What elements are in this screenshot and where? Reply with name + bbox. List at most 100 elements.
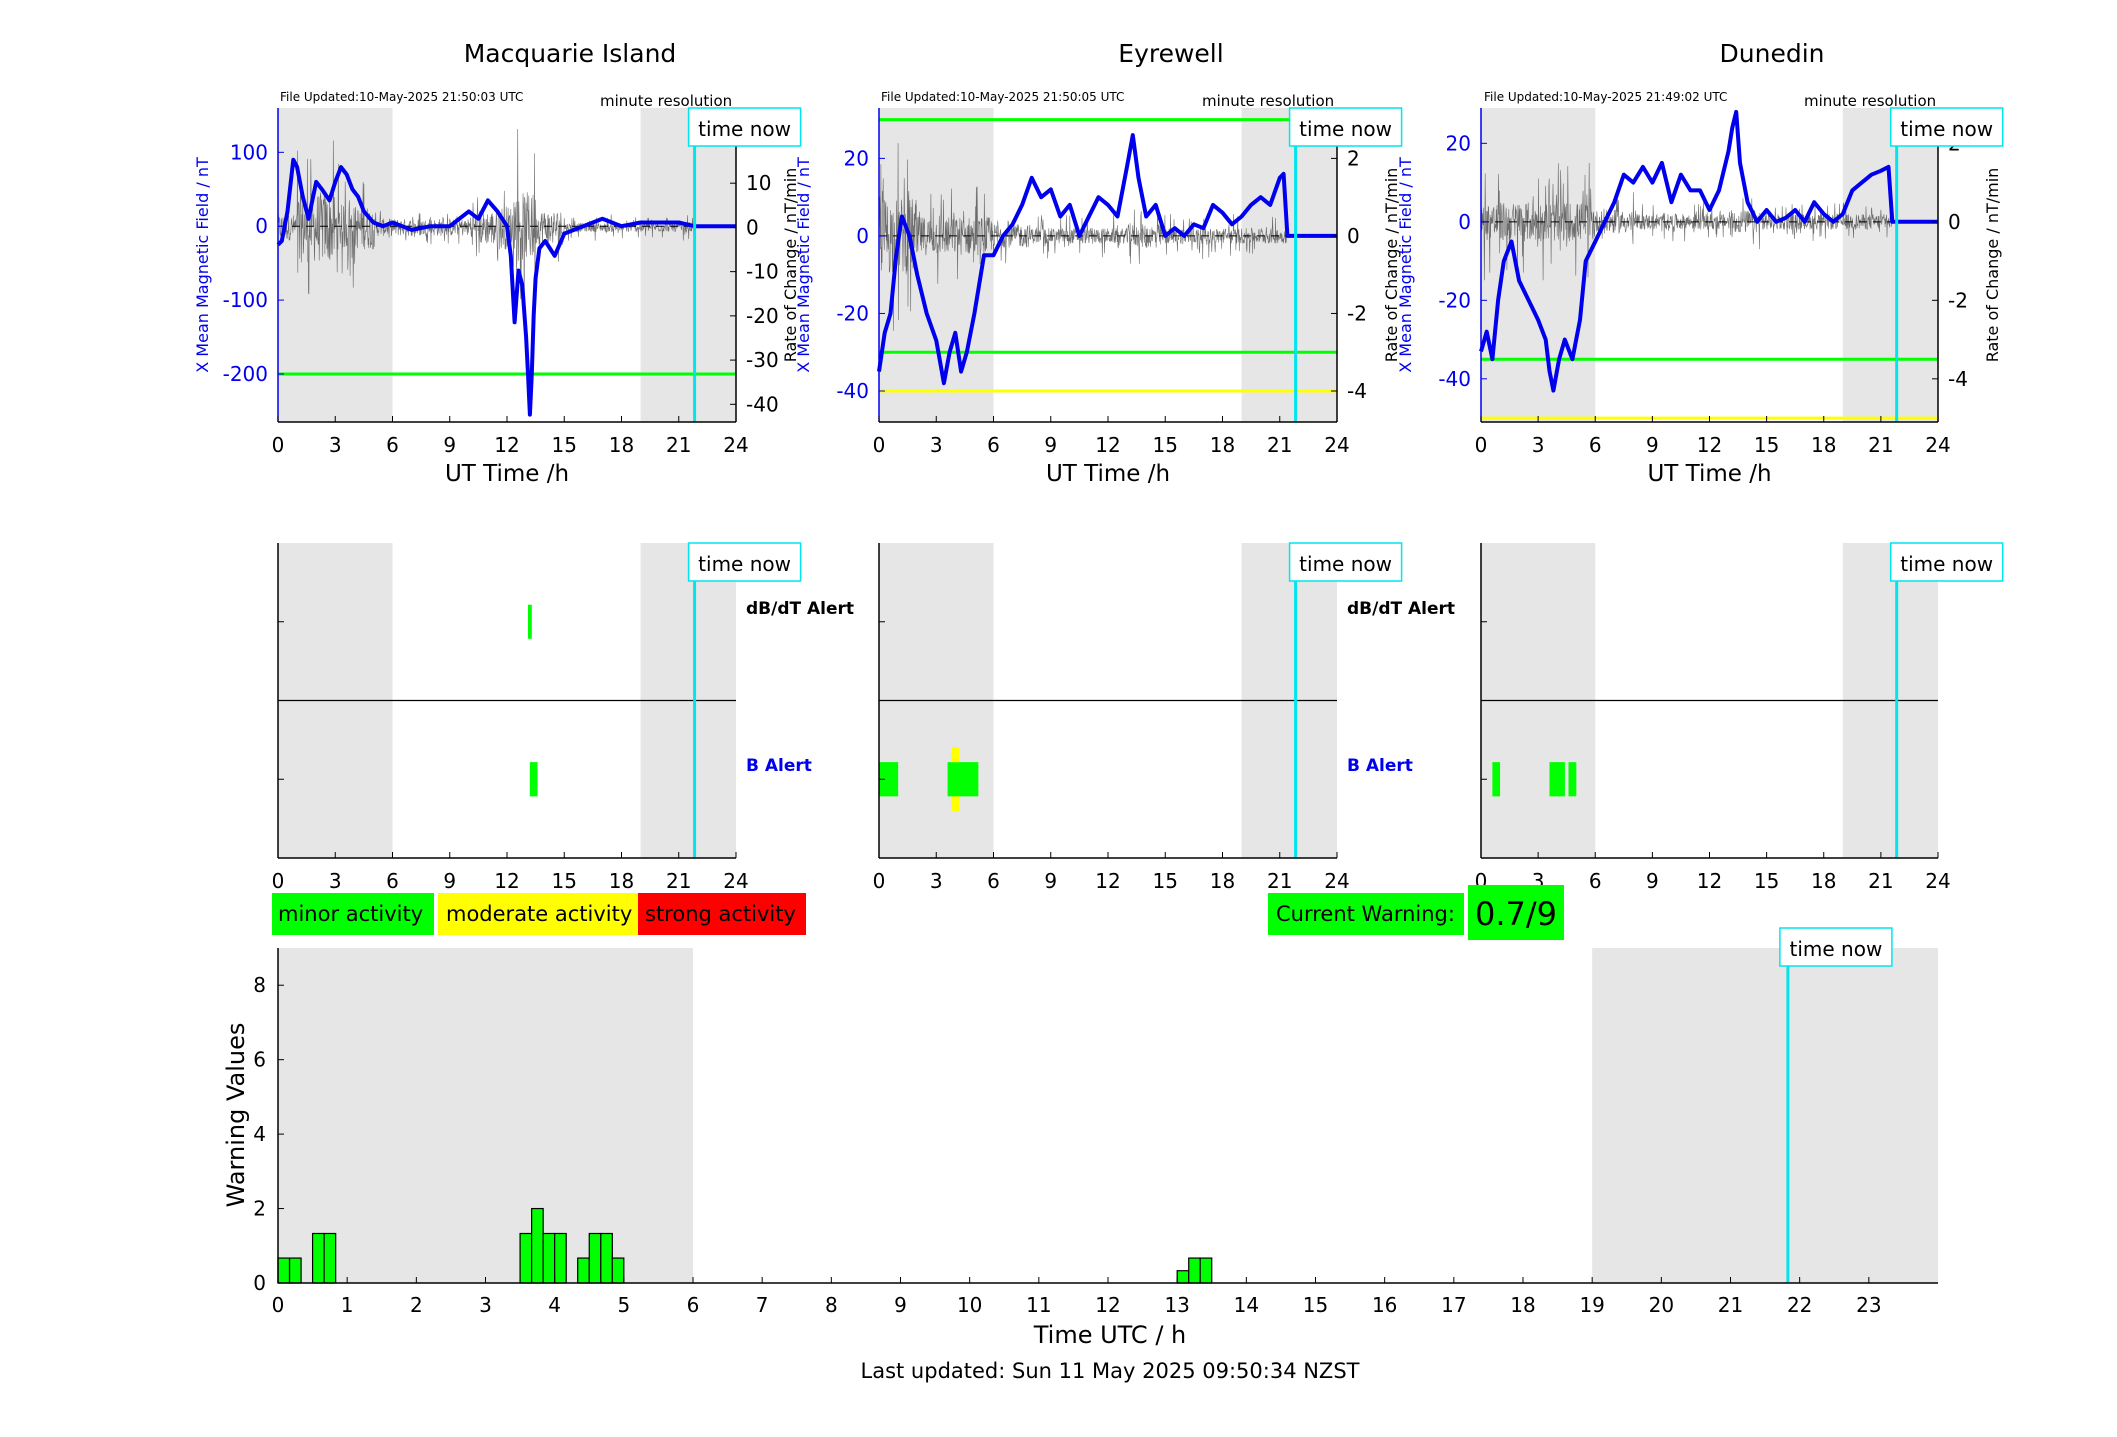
resolution-macquarie: minute resolution <box>600 92 732 110</box>
warning-bar <box>311 1232 325 1284</box>
station0-xtick-label: 12 <box>494 433 519 457</box>
alert-plot-eyrewell: 0 3 6 9 12 15 18 21 24 time now <box>873 542 1403 893</box>
station2-xtick-label: 9 <box>1646 433 1659 457</box>
alert1-xtick-label: 3 <box>930 869 943 893</box>
station1-xtick-label: 21 <box>1267 433 1292 457</box>
alert0-xtick-label: 6 <box>386 869 399 893</box>
legend-strong-swatch <box>638 893 806 935</box>
station0-xtick-label: 21 <box>666 433 691 457</box>
warning-bar <box>554 1232 567 1284</box>
station0-xtick-label: 24 <box>723 433 748 457</box>
alert1-b-alert-bar-top <box>879 762 899 797</box>
station1-xtick-label: 6 <box>987 433 1000 457</box>
station0-time-now-label: time now <box>698 117 791 141</box>
b-alert-label-macquarie: B Alert <box>746 756 812 776</box>
alert2-xtick-label: 24 <box>1925 869 1950 893</box>
alert1-xtick-label: 18 <box>1210 869 1235 893</box>
warning-ytick-label: 8 <box>253 973 266 997</box>
warning-bar <box>542 1232 556 1284</box>
station0-night-shade-1 <box>640 108 736 422</box>
station0-xtick-label: 18 <box>609 433 634 457</box>
station2-night-shade-1 <box>1842 108 1938 422</box>
station1-xtick-label: 15 <box>1153 433 1178 457</box>
dbdt-alert-label-eyrewell: dB/dT Alert <box>1347 599 1455 619</box>
alert2-time-now-box <box>1889 542 2004 582</box>
current-warning-label: Current Warning: <box>1276 902 1455 926</box>
alert0-xtick-label: 9 <box>443 869 456 893</box>
legend-strong-label: strong activity <box>645 902 796 926</box>
station0-ylabel: X Mean Magnetic Field / nT <box>193 157 212 373</box>
station2-ytick-label: -20 <box>1438 288 1471 312</box>
alert0-xtick-label: 0 <box>272 869 285 893</box>
station2-xlabel: UT Time /h <box>1647 461 1771 487</box>
warning-time-now-label: time now <box>1790 937 1883 961</box>
station0-y2tick-label: -20 <box>746 304 779 328</box>
warning-bar <box>1188 1257 1201 1284</box>
station1-y2tick-label: -2 <box>1347 301 1367 325</box>
alert1-xtick-label: 6 <box>987 869 1000 893</box>
current-warning-value: 0.7/9 <box>1475 895 1557 933</box>
station2-y2tick-label: -4 <box>1948 367 1968 391</box>
warning-night-shade-1 <box>1592 948 1938 1283</box>
warning-ytick-label: 2 <box>253 1197 266 1221</box>
alert0-xtick-label: 3 <box>329 869 342 893</box>
warning-bar <box>611 1257 625 1284</box>
current-warning-box <box>1268 893 1464 935</box>
station1-y2tick-label: 2 <box>1347 146 1360 170</box>
station-title-dunedin: Dunedin <box>1720 39 1825 68</box>
alert0-xtick-label: 18 <box>609 869 634 893</box>
warning-time-now-box <box>1779 927 1893 967</box>
warning-xtick-label: 13 <box>1164 1293 1189 1317</box>
alert-plot-macquarie: 0 3 6 9 12 15 18 21 24 time now <box>272 542 802 893</box>
alert2-xtick-label: 21 <box>1868 869 1893 893</box>
station2-field-line <box>1479 109 1938 393</box>
warning-bar <box>1176 1270 1190 1284</box>
station1-night-shade-1 <box>1241 108 1337 422</box>
warning-bar <box>577 1257 590 1284</box>
station0-y2tick-label: -30 <box>746 348 779 372</box>
legend-moderate-swatch <box>438 893 638 935</box>
b-alert-label-eyrewell: B Alert <box>1347 756 1413 776</box>
alert0-time-now-label: time now <box>698 552 791 576</box>
alert0-xtick-label: 24 <box>723 869 748 893</box>
warning-xtick-label: 10 <box>957 1293 982 1317</box>
station0-night-shade-0 <box>278 108 393 422</box>
station1-xtick-label: 24 <box>1324 433 1349 457</box>
station1-ylabel: X Mean Magnetic Field / nT <box>794 157 813 373</box>
station1-y2tick-label: -4 <box>1347 379 1367 403</box>
alert2-xtick-label: 6 <box>1589 869 1602 893</box>
station1-time-now-box <box>1288 107 1403 147</box>
legend: minor activity moderate activity strong … <box>272 893 806 935</box>
warning-bar <box>323 1232 337 1284</box>
station2-time-now-box <box>1889 107 2004 147</box>
legend-minor-label: minor activity <box>278 902 423 926</box>
warning-xtick-label: 17 <box>1441 1293 1466 1317</box>
station2-xtick-label: 21 <box>1868 433 1893 457</box>
station0-ytick-label: -100 <box>223 288 268 312</box>
alert0-time-now-box <box>687 542 802 582</box>
station1-xtick-label: 18 <box>1210 433 1235 457</box>
alert1-time-now-box <box>1288 542 1403 582</box>
legend-moderate-label: moderate activity <box>446 902 632 926</box>
warning-ylabel: Warning Values <box>222 1023 250 1208</box>
dbdt-alert-label-macquarie: dB/dT Alert <box>746 599 854 619</box>
warning-xtick-label: 11 <box>1026 1293 1051 1317</box>
station-title-eyrewell: Eyrewell <box>1118 39 1223 68</box>
alert1-xtick-label: 24 <box>1324 869 1349 893</box>
station0-field-line <box>276 157 736 417</box>
alert2-b-alert-bar-top <box>1568 762 1577 797</box>
alert1-xtick-label: 9 <box>1044 869 1057 893</box>
station0-xtick-label: 9 <box>443 433 456 457</box>
station0-ytick-label: 0 <box>255 214 268 238</box>
station2-xtick-label: 18 <box>1811 433 1836 457</box>
file-updated-macquarie: File Updated:10-May-2025 21:50:03 UTC <box>280 90 523 104</box>
warning-ytick-label: 4 <box>253 1122 266 1146</box>
current-warning-value-box <box>1468 885 1564 940</box>
station2-rate-of-change-trace <box>1480 162 1893 281</box>
last-updated: Last updated: Sun 11 May 2025 09:50:34 N… <box>861 1359 1360 1383</box>
alert0-b-alert-bar-top <box>529 762 538 797</box>
warning-xtick-label: 3 <box>479 1293 492 1317</box>
warning-xtick-label: 23 <box>1856 1293 1881 1317</box>
